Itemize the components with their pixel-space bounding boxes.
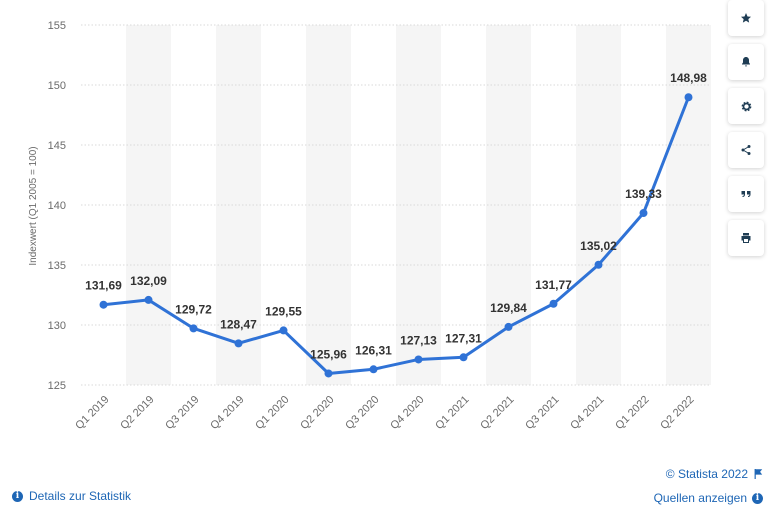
data-label: 139,33 — [625, 187, 662, 201]
x-tick-label: Q4 2019 — [208, 394, 246, 432]
data-point — [369, 365, 378, 374]
y-tick-label: 135 — [48, 260, 66, 272]
data-label: 132,09 — [130, 274, 167, 288]
data-point — [504, 322, 513, 331]
x-tick-label: Q3 2020 — [343, 394, 381, 432]
data-point — [324, 369, 333, 378]
data-point — [279, 326, 288, 335]
print-icon — [741, 233, 751, 243]
gear-icon — [741, 101, 751, 111]
data-point — [414, 355, 423, 364]
share-button[interactable] — [728, 132, 764, 168]
copyright-link[interactable]: © Statista 2022 — [666, 467, 763, 481]
data-point — [99, 300, 108, 309]
x-axis-ticks: Q1 2019 Q2 2019 Q3 2019 Q4 2019 Q1 2020 Q2 20… — [73, 394, 696, 432]
sources-link[interactable]: Quellen anzeigen i — [654, 491, 763, 505]
info-icon: i — [752, 492, 763, 504]
data-label: 129,72 — [175, 302, 212, 316]
x-tick-label: Q2 2021 — [478, 394, 516, 432]
data-label: 129,55 — [265, 304, 302, 318]
data-point — [549, 299, 558, 308]
y-tick-label: 130 — [48, 320, 66, 332]
x-tick-label: Q1 2019 — [73, 394, 111, 432]
x-tick-label: Q3 2021 — [523, 394, 561, 432]
data-point — [234, 339, 243, 348]
y-tick-label: 140 — [48, 200, 66, 212]
series-path — [103, 96, 690, 375]
y-tick-label: 145 — [48, 140, 66, 152]
y-axis-label: Indexwert (Q1 2005 = 100) — [28, 146, 39, 265]
print-button[interactable] — [728, 220, 764, 256]
data-points — [99, 93, 693, 378]
quote-icon — [741, 191, 751, 197]
data-label: 128,47 — [220, 317, 257, 331]
details-link[interactable]: i Details zur Statistik — [12, 489, 131, 503]
x-tick-label: Q4 2021 — [568, 394, 606, 432]
x-tick-label: Q3 2019 — [163, 394, 201, 432]
x-tick-label: Q2 2019 — [118, 394, 156, 432]
data-label: 125,96 — [310, 347, 347, 361]
data-point — [594, 260, 603, 269]
x-tick-label: Q2 2022 — [658, 394, 696, 432]
x-tick-label: Q1 2021 — [433, 394, 471, 432]
copyright-text: © Statista 2022 — [665, 467, 748, 481]
data-point — [189, 324, 198, 333]
cite-button[interactable] — [728, 176, 764, 212]
settings-button[interactable] — [728, 88, 764, 124]
data-point — [459, 353, 468, 362]
x-tick-label: Q1 2020 — [253, 394, 291, 432]
sources-label: Quellen anzeigen — [653, 491, 747, 505]
flag-icon — [754, 469, 763, 479]
data-label: 127,13 — [400, 333, 437, 347]
share-icon — [741, 145, 751, 155]
data-label: 131,77 — [535, 278, 572, 292]
data-label: 131,69 — [85, 279, 122, 293]
y-tick-label: 155 — [48, 20, 66, 32]
data-labels: 131,69 132,09 129,72 128,47 129,55 125,96 126,… — [85, 71, 707, 361]
chart-gridlines — [81, 24, 711, 386]
notification-button[interactable] — [728, 44, 764, 80]
bell-icon — [742, 57, 750, 67]
data-label: 135,02 — [580, 239, 617, 253]
data-label: 148,98 — [670, 71, 707, 85]
favorite-button[interactable] — [728, 0, 764, 36]
y-tick-label: 125 — [48, 380, 66, 392]
data-label: 127,31 — [445, 331, 482, 345]
star-icon — [741, 13, 751, 23]
data-point — [144, 295, 153, 304]
info-icon: i — [12, 490, 23, 502]
data-label: 129,84 — [490, 301, 527, 315]
x-tick-label: Q4 2020 — [388, 394, 426, 432]
data-point — [639, 209, 648, 218]
y-axis-ticks: 125 130 135 140 145 150 155 — [48, 20, 66, 392]
data-point — [684, 93, 693, 102]
data-label: 126,31 — [355, 343, 392, 357]
x-tick-label: Q1 2022 — [613, 394, 651, 432]
series-line — [103, 96, 690, 375]
x-tick-label: Q2 2020 — [298, 394, 336, 432]
y-tick-label: 150 — [48, 80, 66, 92]
details-label: Details zur Statistik — [29, 489, 132, 503]
